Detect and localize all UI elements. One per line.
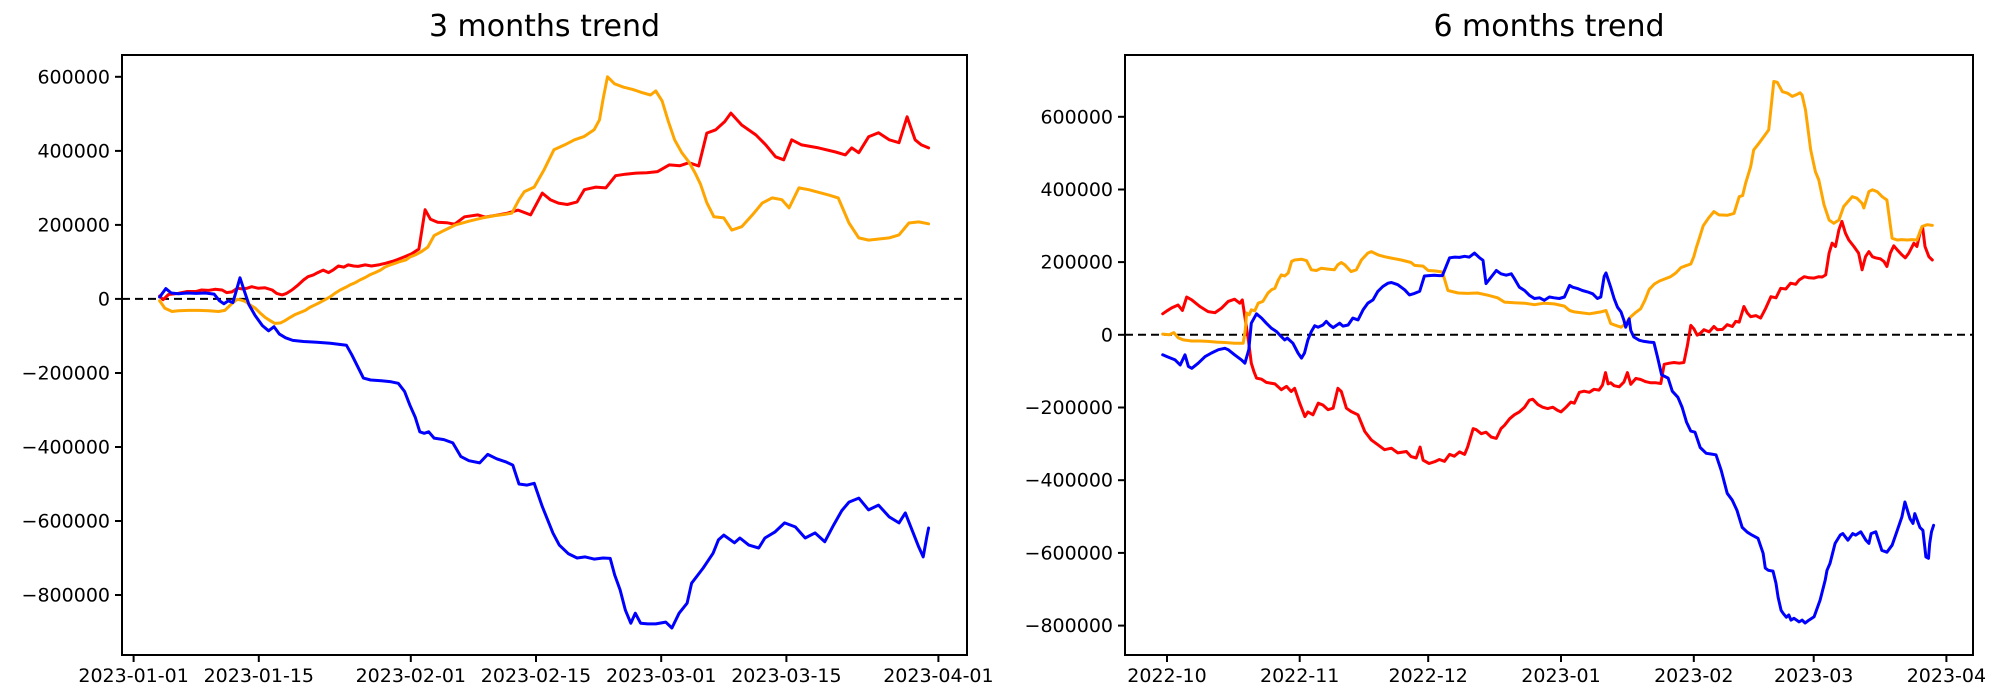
y-tick-label: 600000: [1040, 106, 1113, 128]
x-tick-label: 2022-12: [1389, 665, 1468, 687]
y-tick-label: −400000: [22, 437, 110, 459]
series-orange-line: [158, 75, 931, 325]
x-tick-label: 2023-01-01: [78, 665, 188, 687]
series-blue-line: [1161, 251, 1936, 625]
y-tick-label: 0: [1101, 324, 1113, 346]
y-tick-label: −400000: [1025, 470, 1113, 492]
y-tick-label: 200000: [37, 214, 110, 236]
x-tick-label: 2023-03-01: [606, 665, 716, 687]
chart-title-3-months: 3 months trend: [429, 9, 660, 44]
six-months-trend-plot: 2022-10 2022-11 2022-12 2023-01 2023-02 2023-…: [1025, 54, 1986, 687]
x-tick-label: 2023-01-15: [204, 665, 314, 687]
x-tick-label: 2023-02-01: [356, 665, 466, 687]
y-tick-label: 200000: [1040, 252, 1113, 274]
x-tick-label: 2023-01: [1521, 665, 1600, 687]
axes-box: [121, 54, 968, 656]
x-tick-label: 2023-04-01: [883, 665, 993, 687]
chart-title-6-months: 6 months trend: [1433, 9, 1664, 44]
y-tick-label: 0: [98, 288, 110, 310]
series-orange-line: [1161, 80, 1934, 345]
x-tick-label: 2022-11: [1260, 665, 1339, 687]
y-tick-label: −200000: [1025, 397, 1113, 419]
y-tick-label: 400000: [37, 140, 110, 162]
y-tick-label: −200000: [22, 363, 110, 385]
x-tick-label: 2023-02: [1654, 665, 1733, 687]
series-blue-line: [158, 276, 931, 630]
axes-box: [1124, 54, 1974, 656]
series-red-line: [1161, 219, 1934, 465]
y-tick-label: −600000: [1025, 542, 1113, 564]
y-tick-label: 400000: [1040, 179, 1113, 201]
y-tick-label: −800000: [1025, 615, 1113, 637]
x-tick-label: 2023-03: [1774, 665, 1853, 687]
series-red-line: [158, 111, 931, 302]
three-months-trend-plot: 2023-01-01 2023-01-15 2023-02-01 2023-02-15…: [22, 54, 994, 687]
x-tick-label: 2023-03-15: [731, 665, 841, 687]
x-tick-label: 2023-04: [1907, 665, 1986, 687]
y-tick-label: −600000: [22, 511, 110, 533]
y-tick-label: 600000: [37, 66, 110, 88]
x-tick-label: 2022-10: [1127, 665, 1206, 687]
x-tick-label: 2023-02-15: [481, 665, 591, 687]
y-tick-label: −800000: [22, 585, 110, 607]
